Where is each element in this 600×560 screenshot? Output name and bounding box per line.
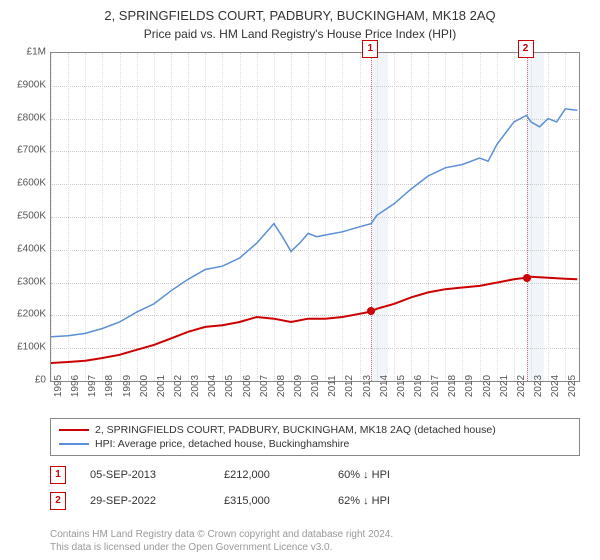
y-axis-label: £0 bbox=[2, 375, 46, 386]
x-axis-label: 2009 bbox=[293, 375, 304, 397]
y-axis-label: £900K bbox=[2, 79, 46, 90]
footer-attribution: Contains HM Land Registry data © Crown c… bbox=[50, 528, 580, 554]
y-axis-label: £400K bbox=[2, 243, 46, 254]
x-axis-label: 2001 bbox=[156, 375, 167, 397]
chart-subtitle: Price paid vs. HM Land Registry's House … bbox=[0, 25, 600, 45]
note-row: 2 29-SEP-2022 £315,000 62% ↓ HPI bbox=[50, 488, 580, 514]
x-axis-label: 1999 bbox=[122, 375, 133, 397]
note-price: £212,000 bbox=[224, 469, 314, 481]
note-marker: 2 bbox=[50, 492, 66, 510]
x-axis-label: 2017 bbox=[430, 375, 441, 397]
x-axis-label: 2013 bbox=[362, 375, 373, 397]
x-axis-label: 2003 bbox=[190, 375, 201, 397]
transaction-dot bbox=[367, 307, 375, 315]
legend: 2, SPRINGFIELDS COURT, PADBURY, BUCKINGH… bbox=[50, 418, 580, 456]
transaction-dot bbox=[523, 274, 531, 282]
x-axis-label: 2022 bbox=[516, 375, 527, 397]
x-axis-label: 2014 bbox=[379, 375, 390, 397]
marker-box: 1 bbox=[362, 40, 378, 58]
y-axis-label: £200K bbox=[2, 309, 46, 320]
note-date: 29-SEP-2022 bbox=[90, 495, 200, 507]
y-axis-label: £1M bbox=[2, 47, 46, 58]
transaction-notes: 1 05-SEP-2013 £212,000 60% ↓ HPI 2 29-SEP-202… bbox=[50, 462, 580, 514]
line-series-svg bbox=[51, 53, 579, 381]
series-property bbox=[51, 277, 577, 363]
x-axis-label: 2021 bbox=[499, 375, 510, 397]
x-axis-label: 2020 bbox=[482, 375, 493, 397]
x-axis-label: 2010 bbox=[310, 375, 321, 397]
x-axis-label: 2012 bbox=[344, 375, 355, 397]
note-marker: 1 bbox=[50, 466, 66, 484]
x-axis-label: 2019 bbox=[464, 375, 475, 397]
chart-container: 2, SPRINGFIELDS COURT, PADBURY, BUCKINGH… bbox=[0, 0, 600, 560]
footer-line-2: This data is licensed under the Open Gov… bbox=[50, 541, 580, 554]
note-hpi: 60% ↓ HPI bbox=[338, 469, 390, 481]
legend-swatch bbox=[59, 429, 89, 431]
legend-label: 2, SPRINGFIELDS COURT, PADBURY, BUCKINGH… bbox=[95, 424, 496, 436]
plot-area bbox=[50, 52, 580, 382]
x-axis-label: 2004 bbox=[207, 375, 218, 397]
series-hpi bbox=[51, 109, 577, 337]
x-axis-label: 1996 bbox=[70, 375, 81, 397]
x-axis-label: 2006 bbox=[242, 375, 253, 397]
x-axis-label: 2024 bbox=[550, 375, 561, 397]
x-axis-label: 2005 bbox=[224, 375, 235, 397]
x-axis-label: 2000 bbox=[139, 375, 150, 397]
x-axis-label: 2023 bbox=[533, 375, 544, 397]
x-axis-label: 2016 bbox=[413, 375, 424, 397]
footer-line-1: Contains HM Land Registry data © Crown c… bbox=[50, 528, 580, 541]
legend-item: HPI: Average price, detached house, Buck… bbox=[59, 437, 571, 451]
x-axis-label: 1995 bbox=[53, 375, 64, 397]
x-axis-label: 2018 bbox=[447, 375, 458, 397]
y-axis-label: £700K bbox=[2, 145, 46, 156]
y-axis-label: £100K bbox=[2, 342, 46, 353]
x-axis-label: 1997 bbox=[87, 375, 98, 397]
x-axis-label: 2011 bbox=[327, 375, 338, 397]
note-price: £315,000 bbox=[224, 495, 314, 507]
y-axis-label: £500K bbox=[2, 211, 46, 222]
x-axis-label: 2015 bbox=[396, 375, 407, 397]
x-axis-label: 2007 bbox=[259, 375, 270, 397]
x-axis-label: 1998 bbox=[104, 375, 115, 397]
marker-box: 2 bbox=[518, 40, 534, 58]
y-axis-label: £600K bbox=[2, 178, 46, 189]
y-axis-label: £300K bbox=[2, 276, 46, 287]
x-axis-label: 2002 bbox=[173, 375, 184, 397]
x-axis-label: 2025 bbox=[567, 375, 578, 397]
x-axis-label: 2008 bbox=[276, 375, 287, 397]
legend-swatch bbox=[59, 443, 89, 445]
legend-item: 2, SPRINGFIELDS COURT, PADBURY, BUCKINGH… bbox=[59, 423, 571, 437]
note-date: 05-SEP-2013 bbox=[90, 469, 200, 481]
note-hpi: 62% ↓ HPI bbox=[338, 495, 390, 507]
chart-title: 2, SPRINGFIELDS COURT, PADBURY, BUCKINGH… bbox=[0, 0, 600, 25]
legend-label: HPI: Average price, detached house, Buck… bbox=[95, 438, 349, 450]
y-axis-label: £800K bbox=[2, 112, 46, 123]
note-row: 1 05-SEP-2013 £212,000 60% ↓ HPI bbox=[50, 462, 580, 488]
